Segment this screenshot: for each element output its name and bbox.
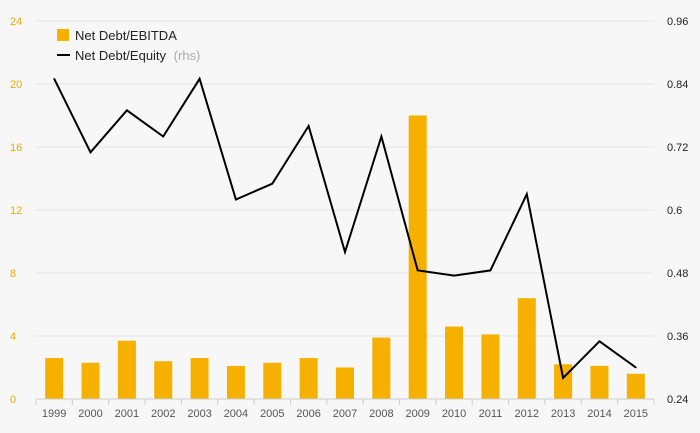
bar bbox=[408, 115, 427, 399]
line-point bbox=[53, 77, 55, 80]
y-right-tick-label: 0.24 bbox=[667, 394, 688, 406]
line-point bbox=[198, 77, 201, 80]
line-point bbox=[489, 269, 492, 272]
y-right-tick-label: 0.96 bbox=[667, 16, 688, 28]
line-point bbox=[235, 198, 237, 201]
line-point bbox=[307, 125, 310, 127]
x-tick-label: 1999 bbox=[42, 408, 66, 420]
bar bbox=[226, 365, 245, 399]
y-right-tick-label: 0.6 bbox=[667, 205, 682, 217]
x-tick-label: 2004 bbox=[224, 408, 248, 420]
x-tick-label: 2012 bbox=[515, 408, 539, 420]
bar bbox=[81, 362, 100, 399]
legend-label-line-name: Net Debt/Equity bbox=[75, 48, 167, 63]
bar bbox=[554, 364, 573, 399]
bar bbox=[517, 298, 536, 399]
gridlines bbox=[36, 20, 654, 337]
bar bbox=[445, 326, 464, 399]
line-point bbox=[344, 251, 346, 253]
line-point bbox=[162, 135, 165, 138]
line-point bbox=[271, 182, 274, 185]
line-point bbox=[416, 269, 419, 272]
x-tick-label: 2000 bbox=[78, 408, 102, 420]
line-point bbox=[525, 193, 528, 196]
x-tick-label: 2007 bbox=[333, 408, 357, 420]
x-tick-label: 2003 bbox=[187, 408, 211, 420]
legend-swatch-bar bbox=[57, 29, 69, 41]
legend-label-line-note: (rhs) bbox=[174, 48, 201, 63]
x-tick-label: 2001 bbox=[115, 408, 139, 420]
y-left-tick-label: 12 bbox=[10, 205, 22, 217]
y-left-tick-label: 16 bbox=[10, 142, 22, 154]
x-tick-label: 2009 bbox=[405, 408, 429, 420]
bar bbox=[154, 361, 173, 399]
bar bbox=[590, 365, 609, 399]
x-tick-label: 2013 bbox=[551, 408, 575, 420]
legend: Net Debt/EBITDA Net Debt/Equity (rhs) bbox=[57, 28, 200, 63]
line-point bbox=[380, 135, 383, 138]
bar bbox=[626, 373, 645, 399]
y-right-tick-label: 0.36 bbox=[667, 331, 688, 343]
y-right-tick-label: 0.48 bbox=[667, 268, 688, 280]
line-point bbox=[635, 366, 637, 369]
y-left-tick-label: 0 bbox=[10, 394, 16, 406]
line-point bbox=[89, 151, 92, 154]
bar bbox=[190, 358, 209, 399]
x-tick-label: 2008 bbox=[369, 408, 393, 420]
y-left-tick-label: 8 bbox=[10, 268, 16, 280]
legend-label-bar: Net Debt/EBITDA bbox=[75, 28, 177, 43]
y-left-tick-label: 4 bbox=[10, 331, 16, 343]
bar bbox=[263, 362, 282, 399]
x-tick-label: 2005 bbox=[260, 408, 284, 420]
line-point bbox=[126, 109, 128, 112]
y-left-tick-label: 20 bbox=[10, 79, 22, 91]
bar bbox=[481, 334, 500, 399]
y-right-tick-label: 0.72 bbox=[667, 142, 688, 154]
x-tick-label: 2015 bbox=[624, 408, 648, 420]
axes: 0 4 8 12 16 20 24 0.24 0.36 0.48 0.6 0.72 0.84 0.96 19… bbox=[10, 16, 688, 420]
bar bbox=[336, 367, 354, 399]
bar-series bbox=[45, 115, 645, 399]
line-series bbox=[53, 76, 637, 381]
x-tick-label: 2006 bbox=[296, 408, 320, 420]
line-point bbox=[562, 377, 564, 379]
x-tick-label: 2014 bbox=[587, 408, 611, 420]
x-tick-label: 2011 bbox=[479, 408, 503, 420]
bar bbox=[117, 340, 136, 399]
line-point bbox=[453, 274, 455, 277]
y-left-tick-label: 24 bbox=[10, 16, 22, 28]
x-tick-label: 2002 bbox=[151, 408, 175, 420]
legend-label-line: Net Debt/Equity (rhs) bbox=[75, 48, 200, 63]
line-point bbox=[598, 340, 601, 343]
y-right-tick-label: 0.84 bbox=[667, 79, 688, 91]
bar bbox=[45, 358, 64, 399]
x-tick-label: 2010 bbox=[442, 408, 466, 420]
line-net-debt-equity bbox=[53, 76, 637, 381]
bar bbox=[372, 337, 391, 399]
bar bbox=[299, 358, 318, 399]
